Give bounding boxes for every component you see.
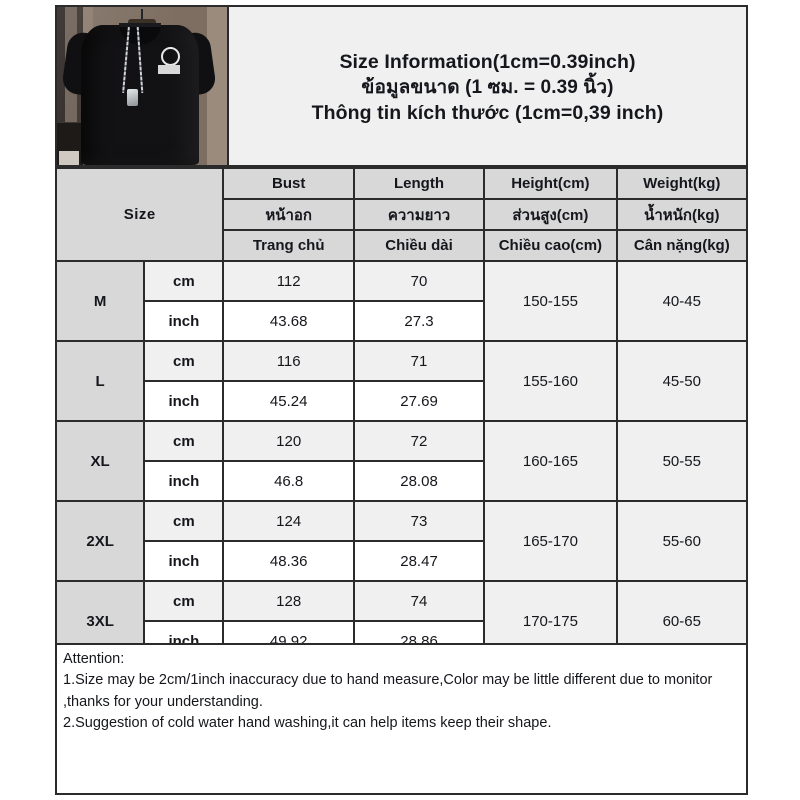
title-line-vi: Thông tin kích thước (1cm=0,39 inch) xyxy=(311,101,664,124)
header-weight-th: น้ำหนัก(kg) xyxy=(615,198,749,231)
hanger-bar-icon xyxy=(128,19,156,26)
size-label-l: L xyxy=(54,340,146,422)
bust-inch-m: 43.68 xyxy=(222,300,355,342)
attention-heading: Attention: xyxy=(63,651,125,667)
header-length-vi: Chiều dài xyxy=(352,229,486,262)
table-row: inch 43.68 27.3 xyxy=(56,300,747,342)
unit-cm-m: cm xyxy=(143,260,225,302)
size-label-m: M xyxy=(54,260,146,342)
length-cm-xl: 72 xyxy=(352,420,486,462)
header-bust-vi: Trang chủ xyxy=(222,229,355,262)
unit-cm-xl: cm xyxy=(143,420,225,462)
header-height-vi: Chiều cao(cm) xyxy=(483,229,618,262)
chest-logo-icon xyxy=(161,47,180,66)
table-row: M cm 112 70 150-155 40-45 xyxy=(54,260,749,342)
bust-cm-2xl: 124 xyxy=(222,500,355,542)
header-height-th: ส่วนสูง(cm) xyxy=(483,198,618,231)
length-cm-2xl: 73 xyxy=(352,500,486,542)
title-block: Size Information(1cm=0.39inch) ข้อมูลขนา… xyxy=(229,7,746,165)
table-row: L cm 116 71 155-160 45-50 xyxy=(54,340,749,422)
length-cm-3xl: 74 xyxy=(352,580,486,622)
necklace-pendant xyxy=(127,89,138,106)
length-inch-m: 27.3 xyxy=(352,300,486,342)
bust-cm-xl: 120 xyxy=(222,420,355,462)
table-row: inch 48.36 28.47 xyxy=(56,540,747,582)
attention-note-1: 1.Size may be 2cm/1inch inaccuracy due t… xyxy=(63,672,717,710)
header-height-en: Height(cm) xyxy=(483,167,618,200)
length-cm-l: 71 xyxy=(352,340,486,382)
length-inch-l: 27.69 xyxy=(352,380,486,422)
table-header-row-en: Size Bust Length Height(cm) Weight(kg) xyxy=(54,167,749,262)
bust-inch-2xl: 48.36 xyxy=(222,540,355,582)
size-label-xl: XL xyxy=(54,420,146,502)
size-table: Size Bust Length Height(cm) Weight(kg) ห… xyxy=(54,167,749,662)
unit-cm-3xl: cm xyxy=(143,580,225,622)
length-inch-2xl: 28.47 xyxy=(352,540,486,582)
height-2xl: 165-170 xyxy=(483,500,618,582)
table-header-row-th: หน้าอก ความยาว ส่วนสูง(cm) น้ำหนัก(kg) xyxy=(56,198,749,231)
table-row: XL cm 120 72 160-165 50-55 xyxy=(54,420,749,502)
header-bust-th: หน้าอก xyxy=(222,198,355,231)
header-bust-en: Bust xyxy=(222,167,355,200)
product-photo xyxy=(57,7,229,165)
bust-inch-l: 45.24 xyxy=(222,380,355,422)
header-weight-vi: Cân nặng(kg) xyxy=(615,229,749,262)
weight-l: 45-50 xyxy=(615,340,749,422)
bust-cm-l: 116 xyxy=(222,340,355,382)
unit-inch-xl: inch xyxy=(143,460,225,502)
unit-inch-l: inch xyxy=(143,380,225,422)
chest-logo-text xyxy=(158,65,180,74)
hanger-hook-icon xyxy=(141,9,143,23)
table-row: 3XL cm 128 74 170-175 60-65 xyxy=(54,580,749,662)
attention-box: Attention: 1.Size may be 2cm/1inch inacc… xyxy=(55,643,748,795)
bust-inch-xl: 46.8 xyxy=(222,460,355,502)
height-l: 155-160 xyxy=(483,340,618,422)
table-row: inch 45.24 27.69 xyxy=(56,380,747,422)
size-label-2xl: 2XL xyxy=(54,500,146,582)
unit-inch-2xl: inch xyxy=(143,540,225,582)
height-xl: 160-165 xyxy=(483,420,618,502)
light-box-prop xyxy=(59,151,79,165)
bust-cm-3xl: 128 xyxy=(222,580,355,622)
weight-2xl: 55-60 xyxy=(615,500,749,582)
unit-inch-m: inch xyxy=(143,300,225,342)
bust-cm-m: 112 xyxy=(222,260,355,302)
attention-note-2: 2.Suggestion of cold water hand washing,… xyxy=(63,714,552,731)
header-weight-en: Weight(kg) xyxy=(615,167,749,200)
size-header-cell: Size xyxy=(54,167,225,262)
header-band: Size Information(1cm=0.39inch) ข้อมูลขนา… xyxy=(55,5,748,167)
table-header-row-vi: Trang chủ Chiều dài Chiều cao(cm) Cân nặ… xyxy=(56,229,749,262)
length-cm-m: 70 xyxy=(352,260,486,302)
table-row: inch 46.8 28.08 xyxy=(56,460,747,502)
table-row: 2XL cm 124 73 165-170 55-60 xyxy=(54,500,749,582)
weight-m: 40-45 xyxy=(615,260,749,342)
title-line-th: ข้อมูลขนาด (1 ซม. = 0.39 นิ้ว) xyxy=(361,77,614,99)
height-m: 150-155 xyxy=(483,260,618,342)
unit-cm-l: cm xyxy=(143,340,225,382)
header-length-th: ความยาว xyxy=(352,198,486,231)
unit-cm-2xl: cm xyxy=(143,500,225,542)
title-line-en: Size Information(1cm=0.39inch) xyxy=(339,50,636,73)
length-inch-xl: 28.08 xyxy=(352,460,486,502)
weight-xl: 50-55 xyxy=(615,420,749,502)
header-length-en: Length xyxy=(352,167,486,200)
